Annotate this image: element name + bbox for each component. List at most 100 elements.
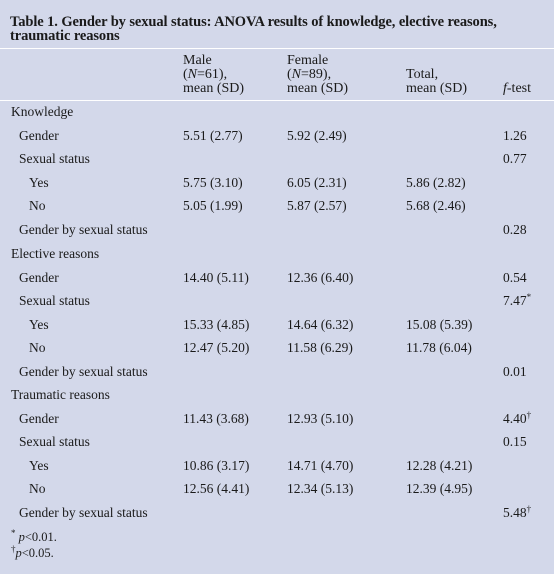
- table-caption: Table 1. Gender by sexual status: ANOVA …: [10, 14, 497, 44]
- section-row: Elective reasons: [0, 246, 554, 262]
- cell-ftest: 7.47*: [503, 293, 531, 309]
- cell-ftest: 0.54: [503, 270, 527, 286]
- header-ftest-rest: -test: [506, 81, 531, 96]
- row-label: Yes: [29, 317, 49, 332]
- cell-ftest: 0.77: [503, 151, 527, 167]
- cell-total: 12.39 (4.95): [406, 481, 473, 496]
- header-total-line1: Total,: [406, 67, 439, 82]
- row-label: Elective reasons: [11, 246, 100, 261]
- row-label: Yes: [29, 175, 49, 190]
- cell-total: 5.86 (2.82): [406, 175, 466, 190]
- header-male: Male (N=61), mean (SD): [183, 54, 244, 96]
- cell-total: 11.78 (6.04): [406, 340, 472, 355]
- cell-male: 15.33 (4.85): [183, 317, 250, 332]
- cell-ftest: 5.48†: [503, 505, 531, 521]
- table-row: No 12.47 (5.20) 11.58 (6.29) 11.78 (6.04): [0, 340, 554, 356]
- cell-male: 10.86 (3.17): [183, 458, 250, 473]
- table-row: Sexual status 0.77: [0, 151, 554, 167]
- row-label: Sexual status: [19, 293, 90, 308]
- table-row: Sexual status 0.15: [0, 434, 554, 450]
- table-row: Sexual status 7.47*: [0, 293, 554, 309]
- header-female-n-var: N: [291, 67, 302, 82]
- ftest-value: 5.48: [503, 505, 527, 520]
- cell-ftest: 4.40†: [503, 411, 531, 427]
- header-female-n-value: =89),: [301, 67, 332, 82]
- header-total-line2: mean (SD): [406, 81, 468, 96]
- cell-ftest: 0.28: [503, 222, 527, 238]
- header-male-line2: (N=61),: [183, 68, 244, 82]
- cell-female: 14.71 (4.70): [287, 458, 354, 473]
- section-row: Traumatic reasons: [0, 387, 554, 403]
- header-total: Total, mean (SD): [406, 68, 467, 96]
- table-row: Yes 15.33 (4.85) 14.64 (6.32) 15.08 (5.39): [0, 317, 554, 333]
- cell-total: 5.68 (2.46): [406, 198, 466, 213]
- ftest-value: 0.77: [503, 151, 527, 166]
- header-male-line1: Male: [183, 53, 212, 68]
- cell-male: 11.43 (3.68): [183, 411, 249, 426]
- row-label: No: [29, 198, 46, 213]
- footnote-2-mark: †: [11, 544, 16, 554]
- table-row: Yes 5.75 (3.10) 6.05 (2.31) 5.86 (2.82): [0, 175, 554, 191]
- significance-mark: *: [526, 292, 532, 302]
- row-label: Gender by sexual status: [19, 364, 148, 379]
- significance-mark: †: [526, 504, 532, 514]
- footnote-2-var: p: [15, 546, 22, 560]
- header-ftest: f-test: [503, 82, 531, 96]
- header-female-line3: mean (SD): [287, 81, 349, 96]
- cell-female: 11.58 (6.29): [287, 340, 353, 355]
- table-row: Gender 14.40 (5.11) 12.36 (6.40) 0.54: [0, 270, 554, 286]
- row-label: Gender: [19, 128, 59, 143]
- table-row: No 12.56 (4.41) 12.34 (5.13) 12.39 (4.95): [0, 481, 554, 497]
- header-male-line3: mean (SD): [183, 81, 245, 96]
- cell-female: 5.87 (2.57): [287, 198, 347, 213]
- row-label: Gender: [19, 270, 59, 285]
- ftest-value: 4.40: [503, 411, 527, 426]
- table-row: Gender by sexual status 5.48†: [0, 505, 554, 521]
- table-row: Gender by sexual status 0.01: [0, 364, 554, 380]
- cell-male: 14.40 (5.11): [183, 270, 249, 285]
- footnote-2-text: <0.05.: [21, 546, 54, 560]
- cell-male: 5.05 (1.99): [183, 198, 243, 213]
- ftest-value: 0.15: [503, 434, 527, 449]
- row-label: Gender: [19, 411, 59, 426]
- cell-male: 12.56 (4.41): [183, 481, 250, 496]
- row-label: Sexual status: [19, 434, 90, 449]
- cell-ftest: 0.01: [503, 364, 527, 380]
- top-rule: [0, 48, 554, 49]
- header-female: Female (N=89), mean (SD): [287, 54, 348, 96]
- cell-ftest: 1.26: [503, 128, 527, 144]
- footnote-1-mark: *: [11, 528, 16, 538]
- header-female-line1: Female: [287, 53, 329, 68]
- row-label: Gender by sexual status: [19, 505, 148, 520]
- cell-female: 12.34 (5.13): [287, 481, 354, 496]
- table-row: Gender 5.51 (2.77) 5.92 (2.49) 1.26: [0, 128, 554, 144]
- row-label: Gender by sexual status: [19, 222, 148, 237]
- cell-male: 5.75 (3.10): [183, 175, 243, 190]
- cell-female: 6.05 (2.31): [287, 175, 347, 190]
- ftest-value: 7.47: [503, 293, 527, 308]
- header-ftest-line: f-test: [503, 82, 531, 96]
- header-rule: [0, 100, 554, 101]
- row-label: Traumatic reasons: [11, 387, 110, 402]
- footnote-1-var: p: [18, 530, 25, 544]
- ftest-value: 1.26: [503, 128, 527, 143]
- cell-female: 5.92 (2.49): [287, 128, 347, 143]
- header-female-paren: (: [287, 67, 292, 82]
- header-male-n-var: N: [187, 67, 198, 82]
- section-row: Knowledge: [0, 104, 554, 120]
- row-label: Knowledge: [11, 104, 74, 119]
- footnote-1-text: <0.01.: [24, 530, 57, 544]
- row-label: Sexual status: [19, 151, 90, 166]
- table-row: Gender by sexual status 0.28: [0, 222, 554, 238]
- header-male-n-value: =61),: [197, 67, 228, 82]
- row-label: No: [29, 340, 46, 355]
- ftest-value: 0.01: [503, 364, 527, 379]
- ftest-value: 0.28: [503, 222, 527, 237]
- cell-female: 14.64 (6.32): [287, 317, 354, 332]
- row-label: Yes: [29, 458, 49, 473]
- table-row: Yes 10.86 (3.17) 14.71 (4.70) 12.28 (4.21): [0, 458, 554, 474]
- cell-female: 12.93 (5.10): [287, 411, 354, 426]
- cell-male: 12.47 (5.20): [183, 340, 250, 355]
- cell-total: 15.08 (5.39): [406, 317, 473, 332]
